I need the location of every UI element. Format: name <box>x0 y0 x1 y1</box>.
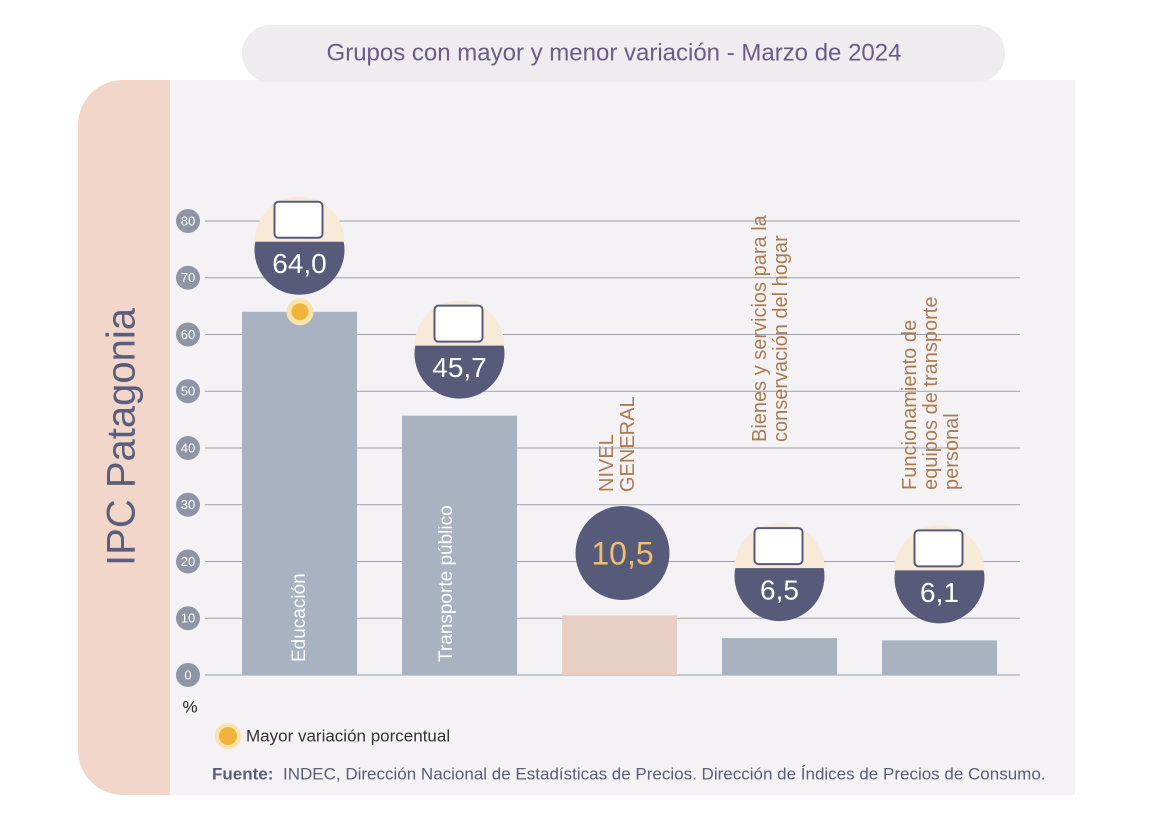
category-label: Transporte público <box>436 505 457 662</box>
category-label: Funcionamiento de equipos de transporte … <box>899 296 963 490</box>
y-tick-badge <box>176 549 200 574</box>
category-label: Educación <box>289 573 310 662</box>
y-tick-badge <box>176 379 200 404</box>
icon <box>753 527 804 566</box>
y-tick-label: 40 <box>181 440 195 455</box>
value-label: 6,1 <box>920 577 959 608</box>
y-tick-badge <box>176 492 200 517</box>
y-axis-title: IPC Patagonia <box>100 307 144 566</box>
source-text: INDEC, Dirección Nacional de Estadística… <box>283 764 1046 783</box>
unit-label: % <box>182 697 197 716</box>
y-tick-label: 60 <box>181 327 195 342</box>
category-label: NIVEL GENERAL <box>596 396 639 492</box>
value-badge <box>575 506 670 600</box>
y-tick-label: 50 <box>181 384 195 399</box>
chart-title: Grupos con mayor y menor variación - Mar… <box>327 39 902 66</box>
y-tick-badge <box>176 663 200 687</box>
highlight-marker <box>286 298 314 326</box>
title-pill <box>242 25 1005 82</box>
y-tick-label: 70 <box>181 270 195 285</box>
icon <box>273 200 324 239</box>
y-tick-badge <box>176 209 200 233</box>
bar <box>562 615 677 675</box>
y-tick-label: 20 <box>181 554 195 569</box>
y-tick-badge <box>176 436 200 460</box>
value-label: 6,5 <box>760 575 799 606</box>
icon <box>433 304 484 343</box>
bar <box>882 640 997 675</box>
bar <box>242 311 357 675</box>
y-tick-badge <box>176 606 200 631</box>
bar <box>722 638 837 675</box>
legend-label: Mayor variación porcentual <box>246 726 450 745</box>
y-tick-label: 0 <box>184 667 191 682</box>
category-label: Bienes y servicios para la conservación … <box>749 215 792 442</box>
value-label: 10,5 <box>591 535 653 571</box>
y-tick-label: 30 <box>181 497 195 512</box>
source-label: Fuente: <box>212 764 273 783</box>
y-tick-label: 80 <box>181 213 195 228</box>
bar <box>402 415 517 675</box>
value-label: 64,0 <box>272 248 327 279</box>
legend-marker <box>215 723 241 749</box>
y-tick-badge <box>176 265 200 290</box>
y-tick-label: 10 <box>181 611 195 626</box>
icon <box>913 529 964 568</box>
y-tick-badge <box>176 322 200 347</box>
value-label: 45,7 <box>432 352 487 383</box>
